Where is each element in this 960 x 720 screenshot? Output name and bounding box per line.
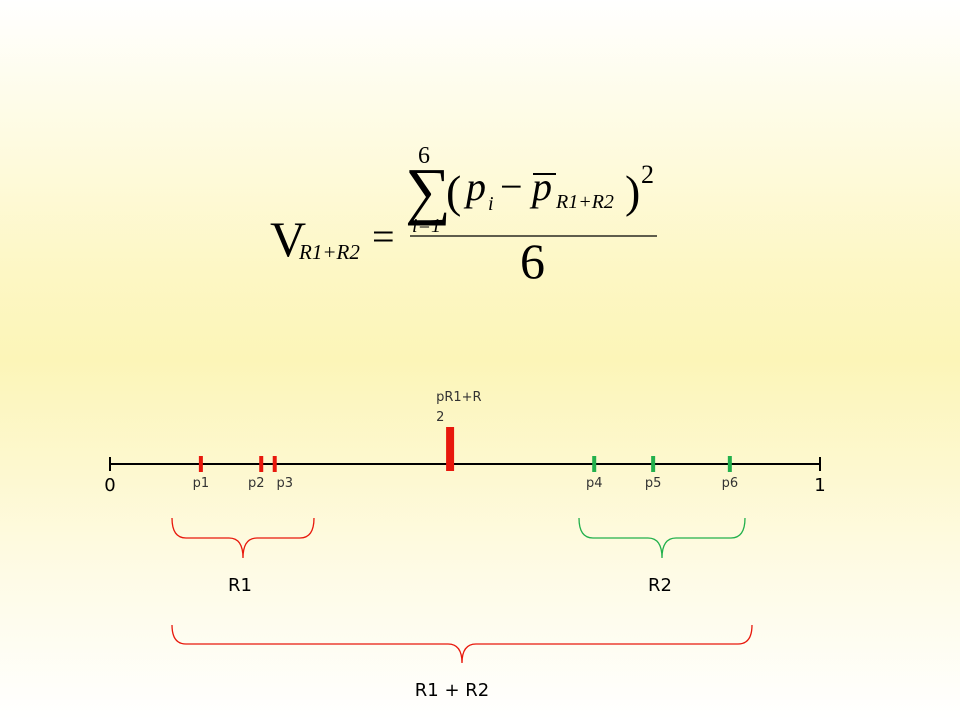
formula-mean-sub: R1+R2 <box>555 191 614 213</box>
formula-sigma: ∑ <box>405 155 451 226</box>
point-label: p1 <box>193 476 210 491</box>
formula-sum-bottom: i=1 <box>412 215 441 237</box>
axis-end-label: 1 <box>814 475 825 496</box>
formula-lhs: V <box>270 211 306 267</box>
point-label: p2 <box>248 476 265 491</box>
point-label: p5 <box>645 476 662 491</box>
formula-equals: = <box>372 214 395 259</box>
formula-open: ( <box>446 166 461 217</box>
formula-mean-var: p <box>529 164 552 209</box>
formula-exponent: 2 <box>641 160 654 189</box>
group-label: R1 <box>228 575 252 596</box>
axis-end-label: 0 <box>104 475 115 496</box>
formula-term-var: p <box>463 164 486 209</box>
mean-label: pR1+R 2 <box>436 390 481 425</box>
formula-close: ) <box>625 166 640 217</box>
group-brace <box>171 624 753 664</box>
formula: V R1+R2 = 6 ∑ i=1 ( p i − p R1+R2 ) 2 6 <box>270 143 657 289</box>
formula-term-sub: i <box>488 193 494 215</box>
formula-lhs-sub: R1+R2 <box>298 240 360 264</box>
group-label: R2 <box>648 575 672 596</box>
group-brace <box>578 517 746 559</box>
formula-denominator: 6 <box>520 233 545 289</box>
group-brace <box>171 517 315 559</box>
point-label: p3 <box>276 476 293 491</box>
group-label: R1 + R2 <box>415 680 489 701</box>
mean-marker <box>446 427 455 471</box>
formula-sum-top: 6 <box>418 143 430 169</box>
formula-minus: − <box>500 164 523 209</box>
point-label: p6 <box>722 476 739 491</box>
point-label: p4 <box>586 476 603 491</box>
